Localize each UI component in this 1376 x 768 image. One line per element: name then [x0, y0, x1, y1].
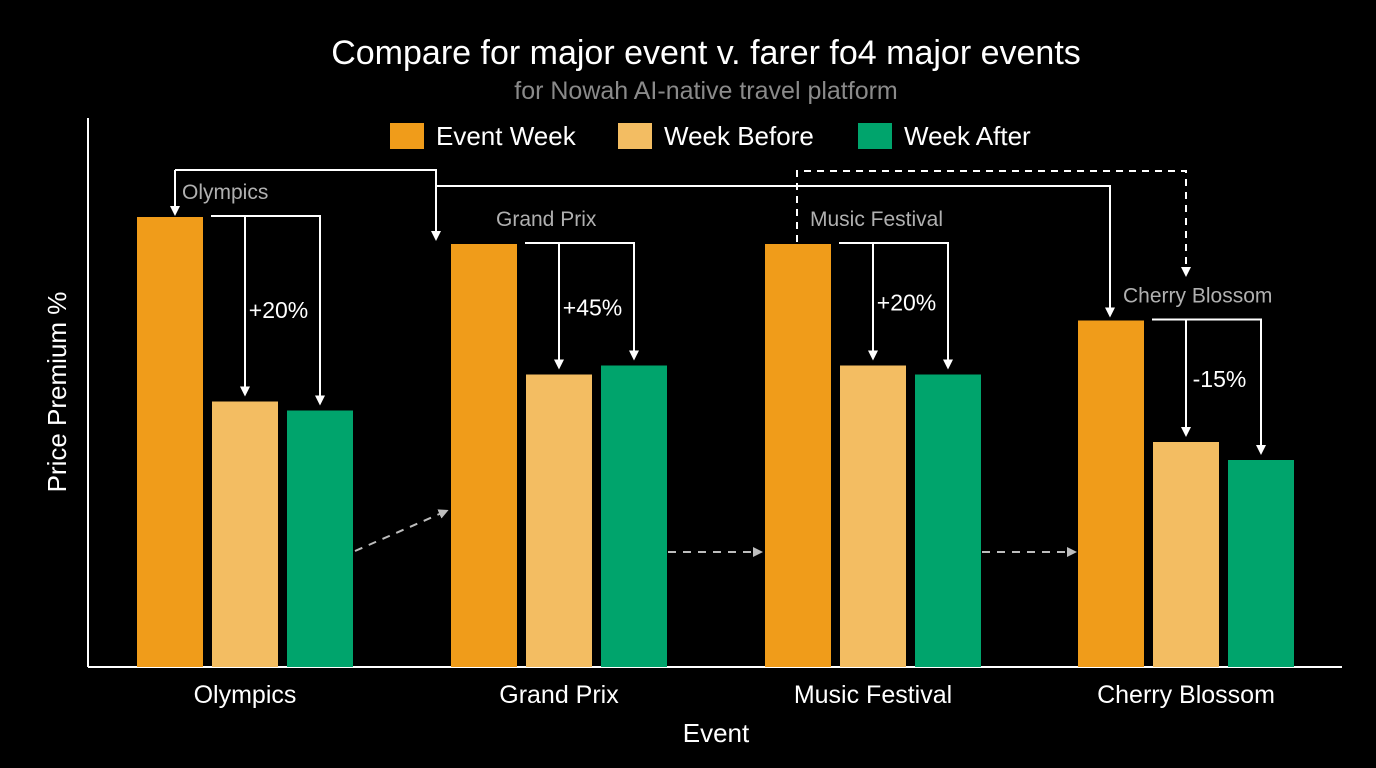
x-tick-label-grand-prix: Grand Prix	[499, 681, 619, 709]
legend-label-event-week: Event Week	[436, 121, 577, 151]
bar-olympics-week-after	[287, 410, 353, 667]
bar-grand-prix-week-before	[526, 374, 592, 667]
event-annotation-music-festival: Music Festival	[810, 208, 943, 231]
bar-music-festival-week-after	[915, 374, 981, 667]
y-axis-label: Price Premium %	[42, 292, 72, 493]
x-tick-label-cherry-blossom: Cherry Blossom	[1097, 681, 1275, 709]
delta-bracket-before-grand-prix	[525, 242, 564, 370]
dashed-connector-festival-to-blossom	[796, 170, 1191, 277]
connector-to-grand-prix	[175, 169, 441, 241]
delta-label-olympics: +20%	[249, 297, 308, 323]
legend-swatch-week-before	[618, 123, 652, 149]
bar-cherry-blossom-event-week	[1078, 320, 1144, 667]
legend-label-week-before: Week Before	[664, 121, 814, 151]
x-tick-label-music-festival: Music Festival	[794, 681, 952, 709]
event-annotation-olympics: Olympics	[182, 181, 268, 204]
delta-bracket-before-cherry-blossom	[1152, 318, 1191, 437]
chart-subtitle: for Nowah AI-native travel platform	[514, 77, 898, 105]
legend: Event Week Week Before Week After	[390, 121, 1031, 151]
legend-swatch-event-week	[390, 123, 424, 149]
bar-cherry-blossom-week-before	[1153, 442, 1219, 667]
bar-cherry-blossom-week-after	[1228, 460, 1294, 667]
legend-label-week-after: Week After	[904, 121, 1031, 151]
delta-bracket-before-music-festival	[839, 242, 878, 361]
event-annotation-cherry-blossom: Cherry Blossom	[1123, 285, 1272, 308]
delta-bracket-after-cherry-blossom	[1186, 318, 1266, 455]
category-labels: Olympics Grand Prix Music Festival Cherry B…	[194, 681, 1275, 709]
dashed-arrow-olympics-to-grand-prix	[354, 509, 449, 552]
x-tick-label-olympics: Olympics	[194, 681, 297, 709]
delta-label-cherry-blossom: -15%	[1193, 366, 1247, 392]
bar-grand-prix-week-after	[601, 365, 667, 667]
bar-olympics-event-week	[137, 217, 203, 667]
delta-bracket-after-grand-prix	[559, 242, 639, 361]
x-axis-label: Event	[683, 718, 750, 748]
annotations: +20% Olympics +45% Grand Prix +20% Music Fest…	[182, 181, 1272, 455]
bars	[137, 217, 1294, 667]
delta-label-music-festival: +20%	[877, 289, 936, 315]
bar-music-festival-week-before	[840, 365, 906, 667]
legend-swatch-week-after	[858, 123, 892, 149]
bar-music-festival-event-week	[765, 244, 831, 667]
connector-to-cherry-blossom	[436, 185, 1115, 318]
delta-bracket-after-olympics	[245, 215, 325, 406]
delta-label-grand-prix: +45%	[563, 294, 622, 320]
chart-title: Compare for major event v. farer fo4 maj…	[331, 34, 1081, 72]
delta-bracket-before-olympics	[211, 215, 250, 397]
connector-arrows	[170, 169, 1191, 557]
bar-olympics-week-before	[212, 401, 278, 667]
event-annotation-grand-prix: Grand Prix	[496, 208, 597, 231]
bar-grand-prix-event-week	[451, 244, 517, 667]
delta-bracket-after-music-festival	[873, 242, 953, 370]
